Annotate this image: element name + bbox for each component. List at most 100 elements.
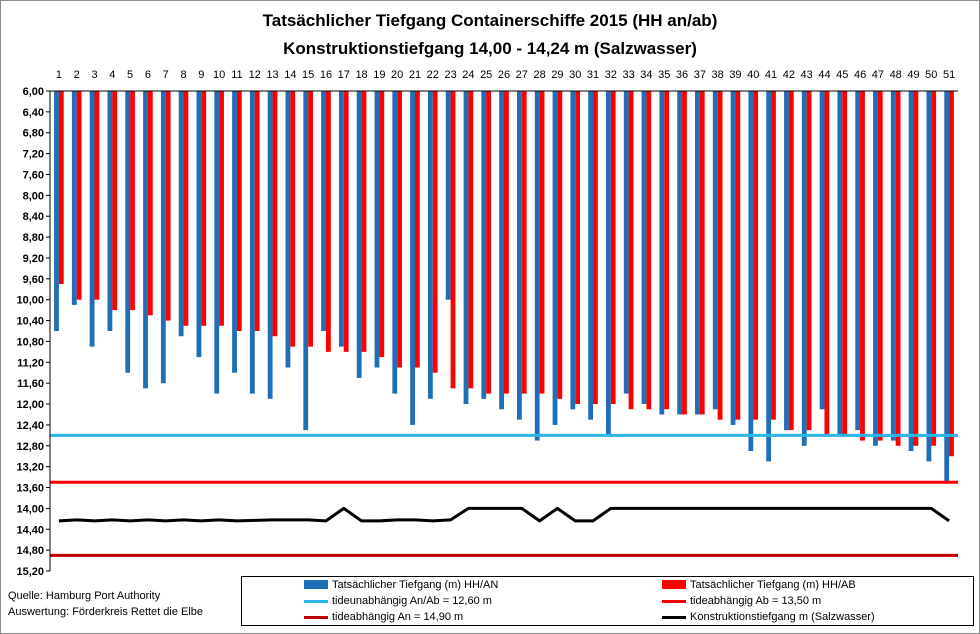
bar-ab-10 — [219, 91, 224, 326]
legend-swatch-konstruktion — [662, 616, 686, 619]
x-tick-label: 23 — [444, 69, 456, 81]
bar-ab-6 — [147, 91, 153, 316]
bar-an-51 — [944, 91, 950, 483]
line-layer — [50, 433, 958, 557]
bar-an-34 — [641, 91, 647, 405]
x-tick-label: 25 — [480, 69, 492, 81]
x-tick-label: 14 — [284, 69, 296, 81]
y-tick-label: 12,00 — [16, 399, 44, 411]
bar-ab-29 — [557, 91, 563, 399]
bar-an-47 — [873, 91, 878, 446]
y-tick-label: 14,40 — [16, 524, 44, 536]
bar-ab-31 — [593, 91, 598, 405]
x-tick-label: 18 — [355, 69, 367, 81]
bar-ab-38 — [717, 91, 723, 420]
bar-ab-7 — [165, 91, 171, 321]
x-tick-label: 15 — [302, 69, 314, 81]
x-tick-label: 48 — [890, 69, 902, 81]
bar-ab-49 — [913, 91, 919, 446]
bar-an-6 — [143, 91, 148, 389]
x-tick-label: 43 — [801, 69, 813, 81]
legend-swatch-ab — [662, 580, 686, 589]
y-tick-label: 8,00 — [23, 190, 44, 202]
bar-an-26 — [499, 91, 504, 410]
bar-ab-42 — [788, 91, 794, 431]
bar-ab-30 — [575, 91, 581, 405]
x-tick-label: 40 — [747, 69, 759, 81]
source-line-1: Quelle: Hamburg Port Authority — [8, 590, 161, 602]
bar-an-44 — [819, 91, 825, 410]
bar-ab-5 — [130, 91, 135, 311]
bar-an-29 — [552, 91, 558, 425]
bar-ab-20 — [397, 91, 402, 368]
bar-an-31 — [588, 91, 594, 420]
legend-label-tide_ab: tideabhängig Ab = 13,50 m — [690, 595, 822, 607]
x-tick-label: 49 — [907, 69, 919, 81]
bar-ab-9 — [201, 91, 207, 326]
bar-an-12 — [249, 91, 255, 394]
x-tick-label: 19 — [373, 69, 385, 81]
bar-ab-25 — [486, 91, 492, 394]
bar-ab-22 — [432, 91, 438, 373]
bar-ab-50 — [931, 91, 937, 446]
legend-label-konstruktion: Konstruktionstiefgang m (Salzwasser) — [690, 611, 875, 623]
bar-an-4 — [107, 91, 113, 331]
x-tick-label: 30 — [569, 69, 581, 81]
x-tick-label: 4 — [109, 69, 115, 81]
y-tick-label: 6,80 — [23, 128, 44, 140]
x-tick-label: 45 — [836, 69, 848, 81]
legend-label-an: Tatsächlicher Tiefgang (m) HH/AN — [332, 579, 499, 591]
bar-ab-17 — [343, 91, 349, 352]
bar-ab-24 — [468, 91, 474, 389]
bar-an-46 — [855, 91, 861, 431]
x-tick-label: 35 — [658, 69, 670, 81]
x-tick-label: 38 — [712, 69, 724, 81]
bar-an-9 — [196, 91, 202, 358]
source-note: Quelle: Hamburg Port Authority Auswertun… — [8, 588, 203, 620]
x-tick-label: 32 — [605, 69, 617, 81]
x-tick-label: 26 — [498, 69, 510, 81]
y-tick-label: 14,00 — [16, 503, 44, 515]
y-tick-label: 11,60 — [17, 378, 44, 390]
bar-an-28 — [534, 91, 540, 441]
bar-an-43 — [801, 91, 807, 446]
bar-ab-48 — [895, 91, 901, 446]
bar-an-22 — [427, 91, 433, 399]
bar-ab-3 — [94, 91, 100, 300]
x-tick-label: 27 — [516, 69, 528, 81]
bar-an-48 — [890, 91, 896, 441]
legend-swatch-tide_unabh — [304, 600, 328, 603]
bar-an-17 — [338, 91, 344, 347]
x-tick-labels: 1 2 3 4 5 6 7 8 9 10 11 12 13 14 15 16 17 18 19 20 21 22 23 24 2… — [56, 69, 955, 81]
legend-swatch-tide_an — [304, 616, 328, 619]
bar-an-45 — [837, 91, 843, 436]
x-tick-label: 21 — [409, 69, 421, 81]
bar-ab-2 — [76, 91, 82, 300]
bar-an-49 — [908, 91, 914, 451]
y-tick-label: 15,20 — [16, 566, 44, 578]
bar-ab-28 — [539, 91, 545, 394]
bar-ab-19 — [379, 91, 385, 358]
legend-swatch-an — [304, 580, 328, 589]
bar-ab-47 — [877, 91, 883, 441]
bar-ab-35 — [664, 91, 670, 410]
bar-an-33 — [623, 91, 629, 394]
bar-ab-15 — [308, 91, 313, 347]
x-tick-label: 2 — [74, 69, 80, 81]
legend-label-ab: Tatsächlicher Tiefgang (m) HH/AB — [690, 579, 856, 591]
bar-an-38 — [712, 91, 718, 410]
bar-ab-4 — [112, 91, 118, 311]
legend-label-tide_unabh: tideunabhängig An/Ab = 12,60 m — [332, 595, 492, 607]
y-tick-label: 7,60 — [23, 169, 44, 181]
y-tick-label: 8,80 — [23, 232, 44, 244]
x-tick-label: 16 — [320, 69, 332, 81]
y-tick-label: 12,40 — [16, 420, 44, 432]
bar-an-7 — [160, 91, 166, 384]
bar-an-23 — [445, 91, 451, 300]
bar-ab-45 — [842, 91, 848, 436]
x-tick-label: 8 — [180, 69, 186, 81]
bar-an-14 — [285, 91, 291, 368]
x-tick-label: 20 — [391, 69, 403, 81]
x-tick-label: 31 — [587, 69, 599, 81]
x-tick-label: 22 — [427, 69, 439, 81]
